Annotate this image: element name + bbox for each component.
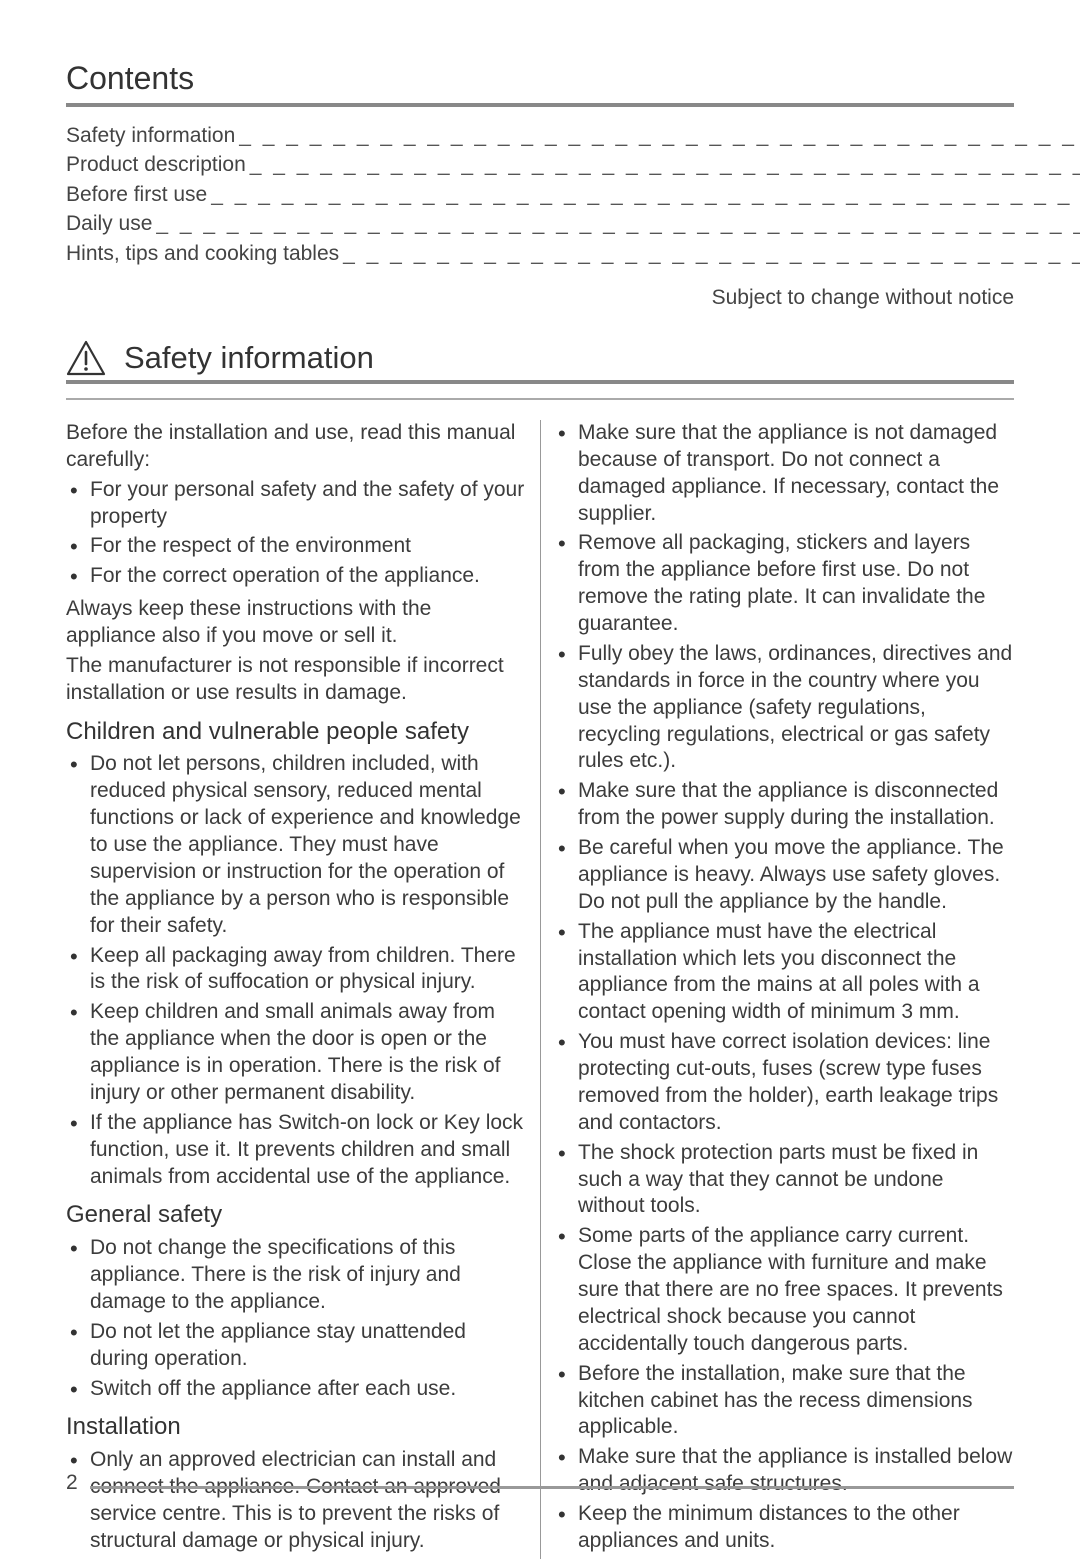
warning-icon [66,340,106,376]
list-item: If the appliance has Switch-on lock or K… [66,1110,526,1191]
list-item: Keep children and small animals away fro… [66,999,526,1107]
intro-after: The manufacturer is not responsible if i… [66,653,526,707]
list-item: Make sure that the appliance is disconne… [554,778,1014,832]
list-item: Remove all packaging, stickers and layer… [554,530,1014,638]
intro-after: Always keep these instructions with the … [66,596,526,650]
toc-row: Daily use5 [66,209,1080,238]
list-item: Fully obey the laws, ordinances, directi… [554,641,1014,775]
list-item: Do not change the specifications of this… [66,1235,526,1316]
toc-row: Safety information2 [66,121,1080,150]
section-rule-thin [66,398,1014,400]
list-item: Only an approved electrician can install… [66,1447,526,1555]
children-bullets: Do not let persons, children included, w… [66,751,526,1190]
list-item: Before the installation, make sure that … [554,1361,1014,1442]
list-item: Some parts of the appliance carry curren… [554,1223,1014,1357]
subhead-children: Children and vulnerable people safety [66,717,526,748]
toc-leader [152,209,1080,238]
general-bullets: Do not change the specifications of this… [66,1235,526,1402]
list-item: Do not let the appliance stay unattended… [66,1319,526,1373]
intro-bullets: For your personal safety and the safety … [66,477,526,591]
list-item: The shock protection parts must be fixed… [554,1140,1014,1221]
toc-label: Product description [66,150,246,179]
contents-heading: Contents [66,60,1014,97]
toc-row: Before first use4 [66,180,1080,209]
list-item: Make sure that the appliance is not dama… [554,420,1014,528]
list-item: For the respect of the environment [66,533,526,560]
page-number: 2 [66,1471,78,1495]
toc-label: Safety information [66,121,235,150]
section-rule-top [66,380,1014,384]
intro-text: Before the installation and use, read th… [66,420,526,474]
list-item: Make sure that the appliance is installe… [554,1444,1014,1498]
toc-columns: Safety information2 Product description4… [66,121,1014,268]
page-root: Contents Safety information2 Product des… [66,60,1014,1559]
footer-rule [90,1486,1014,1489]
list-item: Do not let persons, children included, w… [66,751,526,939]
toc-row: Product description4 [66,150,1080,179]
toc-label: Before first use [66,180,207,209]
subhead-installation: Installation [66,1412,526,1443]
list-item: You must have correct isolation devices:… [554,1029,1014,1137]
toc-leader [246,150,1080,179]
list-item: The appliance must have the electrical i… [554,919,1014,1027]
list-item: Keep all packaging away from children. T… [66,943,526,997]
list-item: For the correct operation of the applian… [66,563,526,590]
change-notice: Subject to change without notice [66,286,1014,310]
toc-leader [207,180,1080,209]
safety-section: Safety information Before the installati… [66,340,1014,1559]
list-item: Switch off the appliance after each use. [66,1376,526,1403]
list-item: Be careful when you move the appliance. … [554,835,1014,916]
toc-leader [339,239,1080,268]
body-columns: Before the installation and use, read th… [66,420,1014,1559]
toc-label: Daily use [66,209,152,238]
toc-leader [235,121,1080,150]
contents-section: Contents Safety information2 Product des… [66,60,1014,310]
list-item: For your personal safety and the safety … [66,477,526,531]
heading-rule [66,103,1014,107]
list-item: Keep the minimum distances to the other … [554,1501,1014,1555]
subhead-general: General safety [66,1200,526,1231]
toc-col-left: Safety information2 Product description4… [66,121,1080,268]
section-head: Safety information [66,340,1014,376]
toc-label: Hints, tips and cooking tables [66,239,339,268]
section-title: Safety information [124,340,374,376]
toc-row: Hints, tips and cooking tables7 [66,239,1080,268]
